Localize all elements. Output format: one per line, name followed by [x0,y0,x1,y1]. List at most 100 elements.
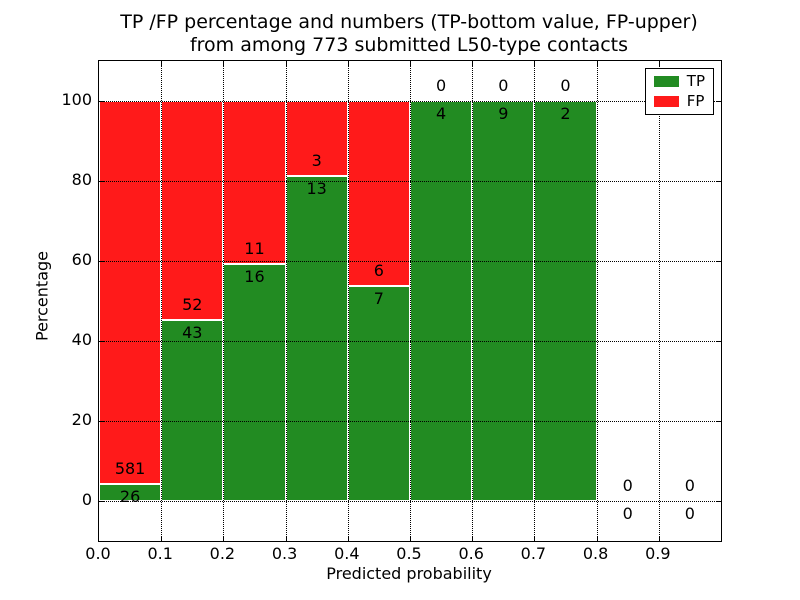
x-gridline [596,61,598,541]
x-tick-mark [347,61,349,66]
fp-count-label: 52 [182,294,203,314]
y-tick-label: 40 [71,330,92,349]
y-tick-label: 80 [71,170,92,189]
legend-label: FP [686,92,705,110]
x-gridline [534,61,536,541]
tp-bar [472,101,535,501]
fp-bar [347,101,410,286]
legend-item: FP [653,92,705,110]
legend-swatch-fp [653,96,679,107]
x-tick-label: 0.0 [85,544,111,563]
tp-bar [161,319,224,501]
x-tick-label: 0.5 [396,544,422,563]
y-tick-mark [99,501,104,502]
tp-count-label: 13 [306,179,327,198]
fp-bar [161,101,224,320]
y-tick-mark [99,261,104,262]
tp-count-label: 2 [560,104,571,123]
x-tick-mark [347,536,349,541]
x-tick-mark [161,536,163,541]
tp-bar [223,263,286,501]
fp-count-label: 0 [560,76,571,95]
legend-swatch-tp [653,76,679,87]
x-gridline [410,61,411,541]
fp-count-label: 6 [373,260,384,280]
fp-count-label: 3 [311,151,322,170]
fp-bar [285,101,348,176]
x-tick-mark [285,61,287,66]
x-tick-label: 0.4 [334,544,360,563]
y-tick-mark [716,501,721,502]
y-tick-mark [716,421,721,422]
fp-count-label: 0 [498,76,509,95]
fp-count-label: 11 [244,238,265,258]
x-gridline [223,61,225,541]
y-tick-mark [99,421,104,422]
y-tick-mark [99,101,104,102]
tp-count-label: 16 [244,266,265,286]
tp-count-label: 0 [684,504,695,523]
fp-bar [99,101,162,484]
x-tick-label: 0.9 [645,544,671,563]
fp-count-label: 0 [684,476,695,495]
x-tick-mark [596,61,598,66]
y-tick-label: 60 [71,250,92,269]
x-tick-label: 0.7 [520,544,547,563]
x-tick-mark [534,536,536,541]
legend: TP FP [644,68,714,115]
chart-title-line-1: TP /FP percentage and numbers (TP-bottom… [120,11,698,33]
tp-bar [534,101,597,501]
tp-bar [285,176,348,501]
tp-bar [99,483,162,501]
x-tick-mark [223,61,225,66]
x-tick-label: 0.1 [147,544,173,563]
chart-title: TP /FP percentage and numbers (TP-bottom… [98,11,720,57]
x-tick-mark [658,61,660,66]
y-tick-label: 0 [81,490,92,509]
x-tick-mark [223,536,225,541]
y-tick-mark [99,181,104,182]
tp-bar [410,101,473,501]
y-tick-mark [716,341,721,342]
y-tick-label: 20 [71,410,92,429]
x-axis-label: Predicted probability [326,564,492,583]
x-tick-label: 0.3 [271,544,298,563]
y-tick-mark [99,341,104,342]
tp-count-label: 0 [622,504,633,523]
x-tick-mark [285,536,287,541]
tp-count-label: 9 [498,104,509,123]
x-tick-label: 0.6 [458,544,484,563]
x-tick-label: 0.2 [209,544,236,563]
x-tick-mark [534,61,536,66]
x-gridline [347,61,349,541]
plot-area: TP FP 581 26 52 43 11 16 3 13 6 7 0 4 0 9 0 2 0 0 0 0 [98,60,722,542]
fp-count-label: 0 [622,476,633,495]
x-tick-mark [472,536,474,541]
fp-bar [223,101,286,264]
x-gridline [472,61,474,541]
fp-count-label: 0 [436,76,447,95]
y-tick-mark [716,181,721,182]
tp-count-label: 4 [436,104,447,123]
x-tick-mark [658,536,660,541]
fp-count-label: 581 [114,458,146,478]
tp-count-label: 26 [119,486,141,506]
x-gridline [285,61,287,541]
x-tick-label: 0.8 [582,544,609,563]
legend-label: TP [686,72,705,90]
y-tick-mark [716,261,721,262]
y-tick-label: 100 [61,90,92,109]
x-tick-mark [410,61,411,66]
tp-count-label: 43 [182,322,203,342]
x-tick-mark [472,61,474,66]
x-tick-mark [596,536,598,541]
tp-count-label: 7 [373,288,384,308]
legend-item: TP [653,72,705,90]
x-gridline [161,61,163,541]
chart-title-line-2: from among 773 submitted L50-type contac… [189,34,629,56]
x-tick-mark [410,536,411,541]
x-gridline [658,61,660,541]
tp-bar [347,285,410,501]
y-tick-mark [716,101,721,102]
